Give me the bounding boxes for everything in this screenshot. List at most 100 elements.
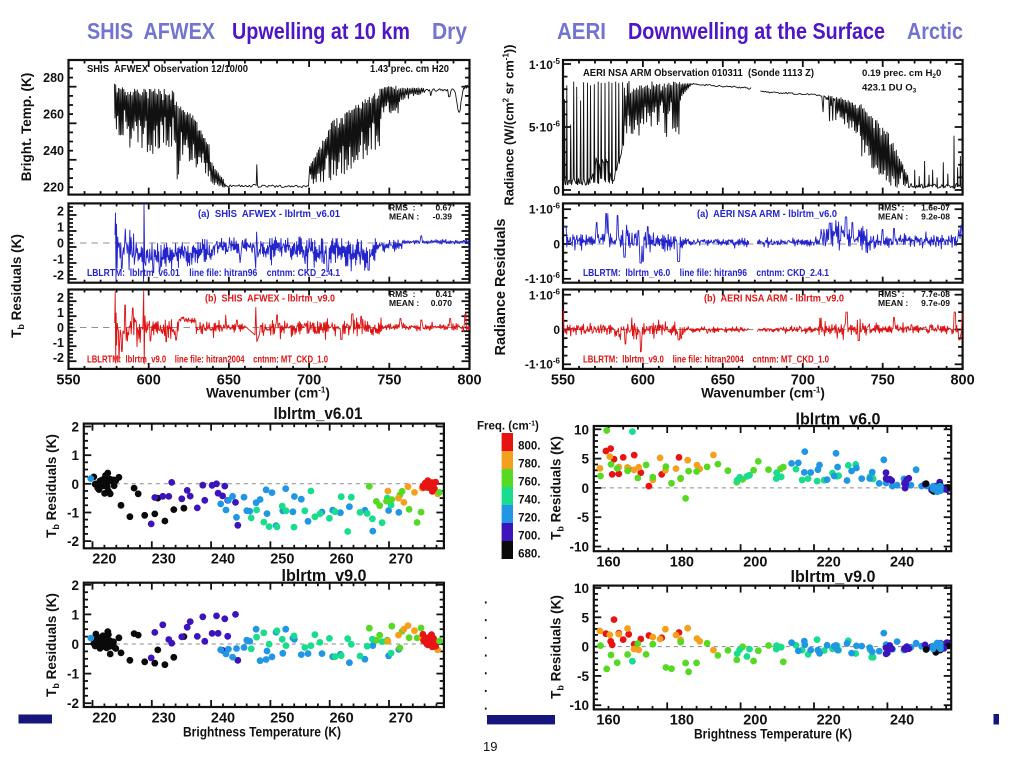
svg-text:LBLRTM: lblrtm_v9.0 line f: LBLRTM: lblrtm_v9.0 line file: hitran200… [583, 354, 829, 366]
svg-text:(a) AERI NSA ARM - lblrtm_v6.: (a) AERI NSA ARM - lblrtm_v6.0 [697, 208, 837, 220]
svg-text:-0.39: -0.39 [433, 212, 453, 222]
svg-text:270: 270 [389, 551, 413, 567]
svg-text:423.1 DU O3: 423.1 DU O3 [862, 83, 917, 95]
svg-text:lblrtm_v9.0: lblrtm_v9.0 [282, 567, 367, 585]
svg-text:LBLRTM: lblrtm_v9.0 line f: LBLRTM: lblrtm_v9.0 line file: hitran200… [87, 354, 328, 366]
svg-text:RMS :: RMS : [878, 203, 905, 213]
svg-text:260: 260 [329, 551, 353, 567]
svg-text:180: 180 [670, 713, 694, 729]
svg-text:800: 800 [457, 372, 481, 388]
svg-text:0: 0 [553, 184, 560, 198]
svg-text:740.: 740. [518, 495, 540, 507]
svg-text:RMS :: RMS : [878, 289, 905, 299]
svg-text:800.: 800. [518, 441, 540, 453]
svg-text:800: 800 [950, 372, 974, 388]
svg-text:550: 550 [551, 372, 575, 388]
svg-text:-2: -2 [67, 696, 79, 711]
svg-text:240: 240 [211, 710, 235, 726]
svg-text:-1: -1 [53, 336, 64, 350]
svg-text:Upwelling at 10 km: Upwelling at 10 km [232, 18, 410, 44]
svg-text:MEAN :: MEAN : [878, 212, 908, 222]
svg-text:720.: 720. [518, 513, 540, 525]
svg-text:RMS :: RMS : [389, 289, 416, 299]
svg-text:Radiance (W/(cm2​ sr cm-1​)): Radiance (W/(cm2​ sr cm-1​)) [502, 45, 517, 206]
svg-text:9.7e-09: 9.7e-09 [921, 298, 950, 308]
svg-text:240: 240 [211, 551, 235, 567]
svg-text:5: 5 [581, 610, 589, 625]
svg-text:Bright. Temp. (K): Bright. Temp. (K) [19, 73, 34, 182]
svg-text:Radiance Residuals: Radiance Residuals [493, 219, 509, 356]
svg-text:Brightness Temperature (K): Brightness Temperature (K) [694, 726, 852, 742]
svg-text:0: 0 [581, 481, 589, 496]
svg-text:760.: 760. [518, 477, 540, 489]
svg-text:SHIS AFWEX: SHIS AFWEX [87, 18, 216, 44]
svg-text:1: 1 [71, 607, 79, 622]
svg-text:-1: -1 [67, 506, 79, 521]
svg-text:Arctic: Arctic [907, 18, 963, 44]
svg-text:200: 200 [743, 713, 767, 729]
svg-text:-5: -5 [577, 669, 589, 684]
svg-text:160: 160 [596, 713, 620, 729]
svg-text:0: 0 [57, 321, 64, 335]
svg-text:-5: -5 [577, 510, 589, 525]
svg-text:600: 600 [137, 372, 161, 388]
svg-text:0: 0 [553, 323, 560, 337]
svg-text:0.41: 0.41 [435, 289, 452, 299]
svg-text:1: 1 [57, 306, 64, 320]
svg-text:270: 270 [389, 710, 413, 726]
svg-text:2: 2 [71, 420, 79, 435]
svg-text:-10: -10 [569, 698, 589, 713]
svg-text:650: 650 [217, 372, 241, 388]
svg-text:0: 0 [71, 637, 79, 652]
svg-text:lblrtm_v6.01: lblrtm_v6.01 [274, 405, 363, 423]
svg-text:2: 2 [57, 291, 64, 305]
svg-text:10: 10 [574, 581, 589, 596]
svg-text:(b) AERI NSA ARM - lblrtm_v9.: (b) AERI NSA ARM - lblrtm_v9.0 [704, 293, 844, 305]
svg-text:680.: 680. [518, 549, 540, 561]
svg-text:220: 220 [43, 181, 64, 195]
svg-text:700.: 700. [518, 531, 540, 543]
svg-text:220: 220 [817, 555, 841, 571]
svg-text:220: 220 [92, 710, 116, 726]
svg-text:-1: -1 [53, 252, 64, 266]
svg-text:650: 650 [711, 372, 735, 388]
svg-text:Tb​ Residuals (K): Tb​ Residuals (K) [549, 436, 566, 540]
svg-text:0: 0 [581, 640, 589, 655]
svg-text:Wavenumber (cm-1​): Wavenumber (cm-1​) [206, 386, 330, 401]
svg-text:1·10-6: 1·10-6 [529, 288, 561, 303]
svg-text:600: 600 [631, 372, 655, 388]
svg-text:2: 2 [71, 578, 79, 593]
svg-text:-1·10-6: -1·10-6 [525, 357, 561, 372]
svg-text:220: 220 [92, 551, 116, 567]
svg-text:lblrtm_v6.0: lblrtm_v6.0 [796, 411, 881, 429]
svg-text:-2: -2 [67, 534, 79, 549]
svg-text:AERI: AERI [557, 18, 606, 44]
svg-text:280: 280 [43, 71, 64, 85]
svg-text:-1: -1 [67, 667, 79, 682]
svg-text:1·10-5: 1·10-5 [529, 57, 561, 72]
svg-text:Tb​ Residuals (K): Tb​ Residuals (K) [549, 595, 566, 699]
svg-text:-2: -2 [53, 351, 64, 365]
svg-text:240: 240 [890, 713, 914, 729]
svg-text:SHIS AFWEX Observation 12/10: SHIS AFWEX Observation 12/10/00 [87, 64, 248, 75]
svg-text:0.070: 0.070 [431, 298, 453, 308]
svg-text:0: 0 [553, 238, 560, 252]
svg-text:Dry: Dry [432, 18, 467, 44]
svg-text:0.67: 0.67 [435, 203, 452, 213]
svg-text:750: 750 [871, 372, 895, 388]
svg-text:0.19 prec. cm H2​0: 0.19 prec. cm H2​0 [862, 68, 941, 80]
svg-text:lblrtm_v9.0: lblrtm_v9.0 [791, 568, 876, 586]
svg-text:Tb​ Residuals (K): Tb​ Residuals (K) [44, 593, 61, 697]
svg-text:LBLRTM: lblrtm_v6.01 line: LBLRTM: lblrtm_v6.01 line file: hitran96… [87, 267, 340, 279]
svg-text:RMS :: RMS : [389, 203, 416, 213]
svg-text:230: 230 [152, 551, 176, 567]
svg-text:9.2e-08: 9.2e-08 [921, 212, 950, 222]
svg-text:19: 19 [483, 739, 497, 754]
svg-text:5·10-6: 5·10-6 [529, 120, 561, 135]
svg-text:1: 1 [71, 448, 79, 463]
svg-text:160: 160 [596, 555, 620, 571]
svg-text:180: 180 [670, 555, 694, 571]
svg-text:MEAN :: MEAN : [389, 298, 419, 308]
svg-text:260: 260 [43, 107, 64, 121]
svg-text:250: 250 [270, 551, 294, 567]
